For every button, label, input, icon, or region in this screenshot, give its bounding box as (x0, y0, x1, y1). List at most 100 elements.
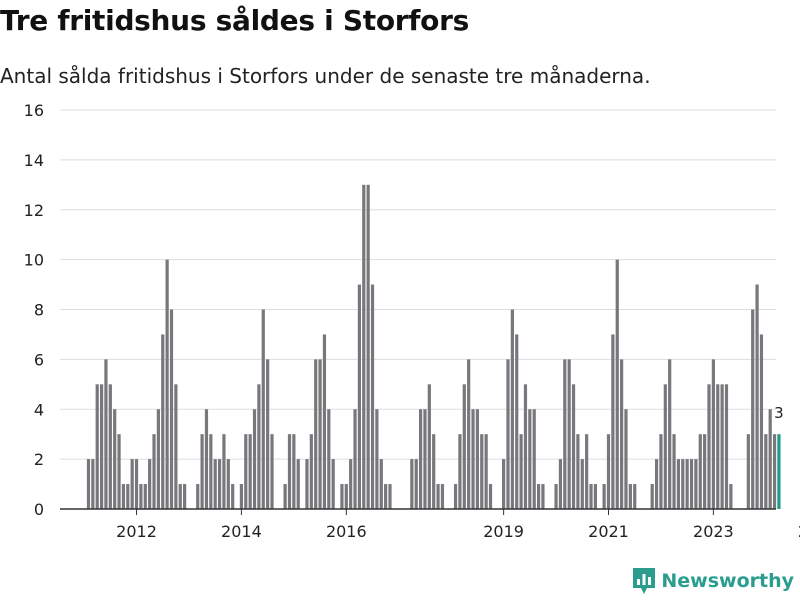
bar (751, 309, 755, 509)
bar (532, 409, 536, 509)
bar (169, 309, 174, 509)
bar (668, 359, 672, 509)
bar (585, 434, 589, 509)
y-tick-label: 10 (24, 251, 44, 270)
bar (576, 434, 580, 509)
bar (484, 434, 488, 509)
bar (340, 484, 344, 509)
bar (99, 384, 104, 509)
bar (331, 459, 335, 509)
bar (453, 484, 458, 509)
bar (174, 384, 178, 509)
bar (729, 484, 733, 509)
bar (515, 334, 519, 509)
bar (379, 459, 383, 509)
bar (296, 459, 300, 509)
logo-text: Newsworthy (661, 570, 794, 592)
bar (567, 359, 571, 509)
bar (239, 484, 244, 509)
bar (681, 459, 685, 509)
x-tick-label: 2021 (588, 522, 629, 541)
bar (283, 484, 287, 509)
y-tick-label: 4 (34, 400, 44, 419)
bar (462, 384, 466, 509)
bar (410, 459, 414, 509)
bar (685, 459, 689, 509)
y-tick-label: 2 (34, 450, 44, 469)
bar (200, 434, 204, 509)
bar (196, 484, 200, 509)
bar (620, 359, 624, 509)
x-tick-label: 2019 (483, 522, 524, 541)
x-tick-label: 2016 (326, 522, 367, 541)
bar (458, 434, 462, 509)
bar (86, 459, 91, 509)
bar (724, 384, 729, 509)
bar (541, 484, 545, 509)
bar (716, 384, 720, 509)
bar (344, 484, 348, 509)
y-tick-label: 0 (34, 500, 44, 519)
bar (506, 359, 510, 509)
bar (357, 284, 362, 509)
bar (126, 484, 130, 509)
bar (418, 409, 423, 509)
bar (436, 484, 440, 509)
bar (711, 359, 715, 509)
bar (467, 359, 471, 509)
bar (602, 484, 606, 509)
bar (764, 434, 768, 509)
x-tick-label: 2014 (221, 522, 262, 541)
bar (152, 434, 156, 509)
bar (231, 484, 235, 509)
bar (611, 334, 615, 509)
bar (266, 359, 270, 509)
bar (432, 434, 436, 509)
bar-highlight (777, 434, 781, 509)
bar (156, 409, 160, 509)
x-tick-label: 2025 (798, 522, 800, 541)
bar (384, 484, 388, 509)
bar (759, 334, 764, 509)
bar (121, 484, 126, 509)
bar (91, 459, 95, 509)
bar (523, 384, 528, 509)
y-tick-label: 16 (24, 101, 44, 120)
bar-chart-logo-icon (633, 568, 656, 594)
bar (703, 434, 707, 509)
y-tick-label: 12 (24, 201, 44, 220)
bar (95, 384, 99, 509)
bar (746, 434, 750, 509)
bar (502, 459, 506, 509)
bar (292, 434, 296, 509)
chart-title: Tre fritidshus såldes i Storfors (0, 4, 469, 37)
bar (528, 409, 532, 509)
bar (589, 484, 593, 509)
bar (659, 434, 663, 509)
bar (217, 459, 222, 509)
bar (676, 459, 681, 509)
bar (353, 409, 357, 509)
bar (768, 409, 772, 509)
bar (720, 384, 724, 509)
bar (663, 384, 667, 509)
bar (593, 484, 597, 509)
bar (213, 459, 217, 509)
bar (698, 434, 702, 509)
bar (672, 434, 676, 509)
bar (252, 409, 257, 509)
bar (244, 434, 248, 509)
chart-subtitle: Antal sålda fritidshus i Storfors under … (0, 64, 651, 88)
bar (261, 309, 265, 509)
bar (222, 434, 226, 509)
bar (287, 434, 292, 509)
x-tick-label: 2023 (693, 522, 734, 541)
bar (366, 184, 370, 509)
bar (510, 309, 514, 509)
bar (327, 409, 331, 509)
bar (563, 359, 567, 509)
bar (108, 384, 112, 509)
bar (571, 384, 576, 509)
bar (104, 359, 108, 509)
